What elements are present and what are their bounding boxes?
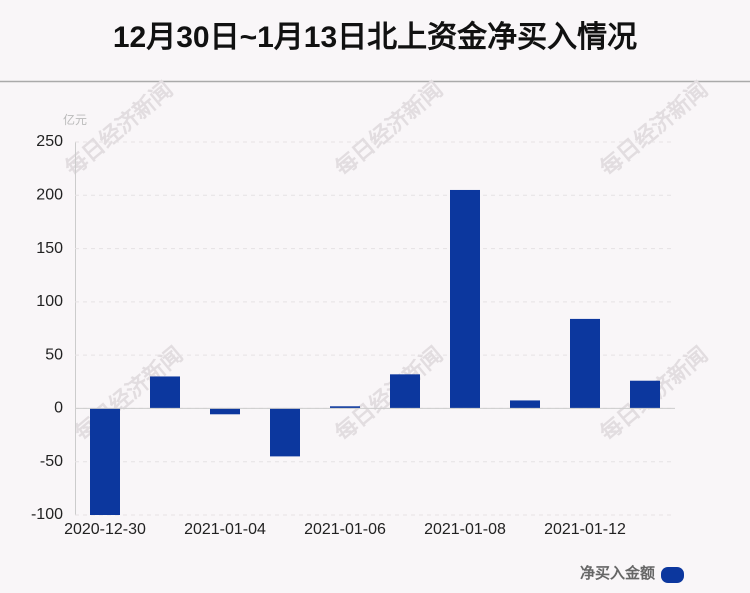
y-tick-label: 200 xyxy=(36,187,63,204)
bar xyxy=(210,408,240,415)
x-tick-label: 2021-01-12 xyxy=(544,521,626,538)
bar xyxy=(150,376,180,409)
legend-swatch xyxy=(661,567,684,583)
x-tick-label: 2021-01-06 xyxy=(304,521,386,538)
bar xyxy=(90,408,120,515)
x-tick-label: 2020-12-30 xyxy=(64,521,146,538)
bar xyxy=(570,318,600,409)
chart-title: 12月30日~1月13日北上资金净买入情况 xyxy=(113,20,637,54)
y-tick-label: 100 xyxy=(36,293,63,310)
x-tick-label: 2021-01-04 xyxy=(184,521,266,538)
y-tick-label: 250 xyxy=(36,133,63,150)
bar xyxy=(270,408,300,457)
bar xyxy=(630,380,660,409)
y-tick-label: 50 xyxy=(45,346,63,363)
y-tick-label: -50 xyxy=(40,453,63,470)
legend-label: 净买入金额 xyxy=(580,564,655,582)
y-tick-label: 150 xyxy=(36,240,63,257)
bar xyxy=(330,406,360,409)
y-tick-label: 0 xyxy=(54,400,63,417)
y-tick-label: -100 xyxy=(31,506,63,523)
unit-label: 亿元 xyxy=(63,112,87,127)
x-tick-label: 2021-01-08 xyxy=(424,521,506,538)
bar xyxy=(510,400,540,409)
bar xyxy=(450,189,480,409)
bar xyxy=(390,374,420,409)
